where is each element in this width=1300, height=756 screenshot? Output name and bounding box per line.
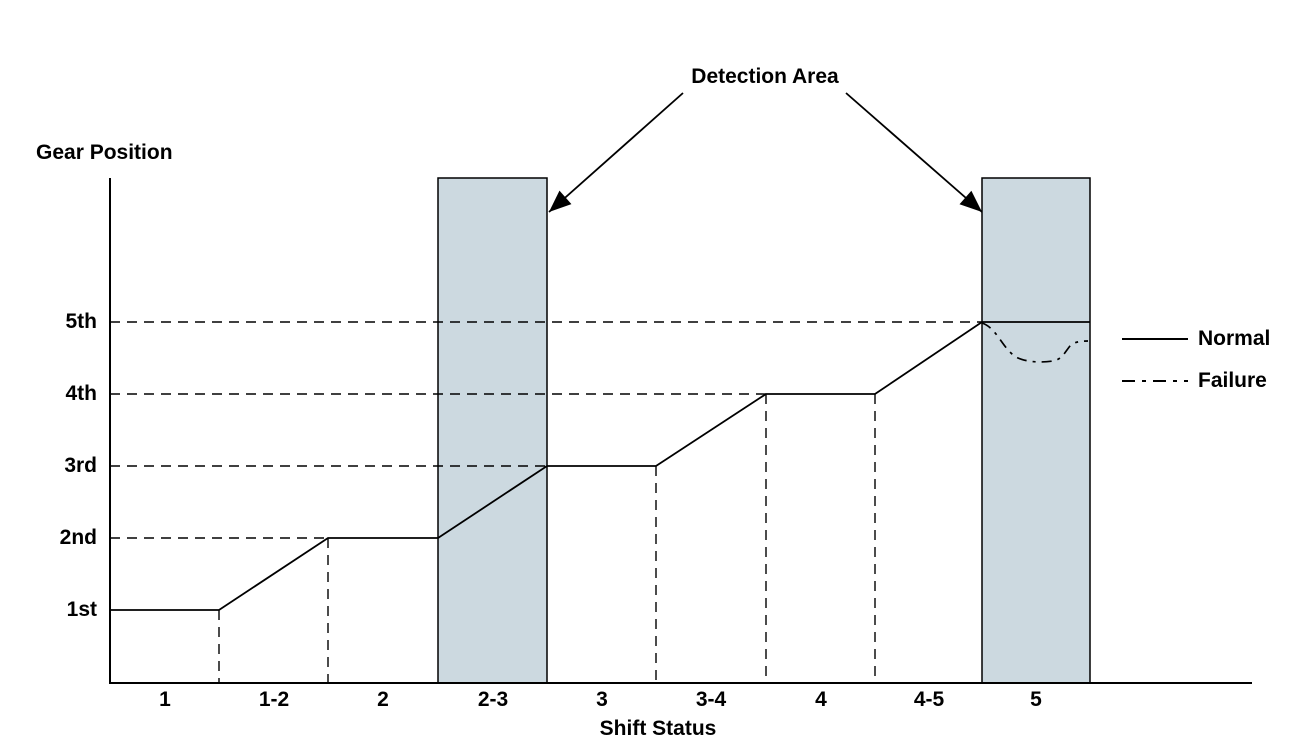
y-tick-1st: 1st	[66, 598, 97, 621]
legend-label-failure: Failure	[1198, 369, 1267, 392]
legend-label-normal: Normal	[1198, 327, 1271, 350]
detection-band-2-3	[437, 177, 548, 684]
x-axis-title: Shift Status	[599, 717, 717, 740]
x-tick-3: 3	[596, 688, 608, 711]
y-tick-4th: 4th	[65, 382, 98, 405]
x-tick-3-4: 3-4	[695, 688, 727, 711]
x-tick-1: 1	[159, 688, 171, 711]
normal-series-line	[110, 321, 1090, 611]
y-tick-3rd: 3rd	[64, 454, 97, 477]
x-tick-5: 5	[1030, 688, 1042, 711]
x-tick-4-5: 4-5	[913, 688, 945, 711]
annotation-arrow-left-icon	[548, 92, 684, 213]
y-tick-5th: 5th	[65, 310, 98, 333]
x-tick-1-2: 1-2	[258, 688, 290, 711]
y-axis-title: Gear Position	[36, 141, 173, 164]
x-tick-2: 2	[377, 688, 389, 711]
annotation-arrow-right-icon	[845, 92, 983, 213]
x-tick-4: 4	[815, 688, 827, 711]
annotation-detection-area: Detection Area	[691, 65, 839, 88]
y-tick-2nd: 2nd	[59, 526, 97, 549]
failure-series-line	[981, 322, 1089, 363]
detection-band-5	[981, 177, 1091, 684]
x-tick-2-3: 2-3	[477, 688, 509, 711]
